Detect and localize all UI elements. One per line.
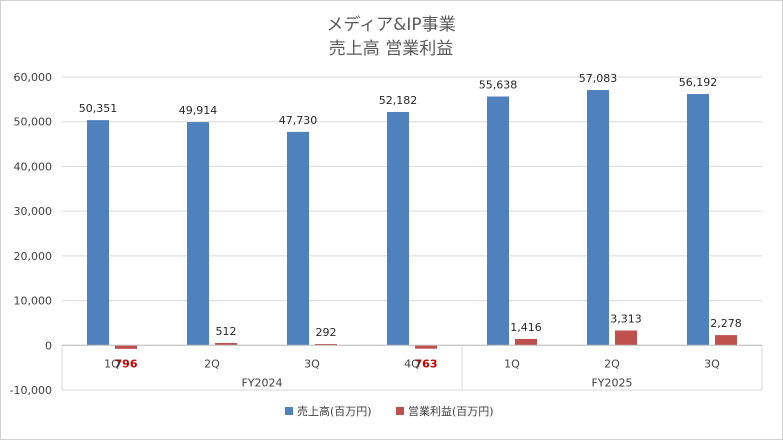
profit-data-label: 796	[115, 357, 138, 370]
group-label: FY2024	[241, 376, 282, 389]
sales-data-label: 57,083	[579, 72, 618, 85]
y-tick-label: -10,000	[10, 384, 52, 397]
profit-bar	[315, 343, 337, 346]
legend-swatch	[396, 407, 404, 415]
x-tick-label: 4Q	[404, 357, 420, 370]
profit-bar	[215, 342, 237, 346]
y-tick-label: 10,000	[14, 295, 53, 308]
sales-bar	[687, 94, 709, 346]
x-tick-label: 1Q	[504, 357, 520, 370]
x-tick-label: 2Q	[204, 357, 220, 370]
x-tick-label: 3Q	[704, 357, 720, 370]
legend-label: 営業利益(百万円)	[408, 404, 494, 418]
profit-data-label: 512	[216, 325, 237, 338]
sales-bar	[87, 120, 109, 346]
y-tick-label: 40,000	[14, 160, 53, 173]
group-label: FY2025	[591, 376, 632, 389]
y-tick-label: 30,000	[14, 205, 53, 218]
x-tick-label: 3Q	[304, 357, 320, 370]
y-tick-label: 0	[45, 339, 52, 352]
profit-data-label: 1,416	[510, 321, 542, 334]
profit-data-label: 3,313	[610, 312, 642, 325]
profit-data-label: 292	[316, 326, 337, 339]
sales-bar	[287, 131, 309, 346]
profit-bar	[415, 345, 437, 349]
sales-data-label: 49,914	[179, 104, 218, 117]
profit-bar	[115, 345, 137, 349]
chart-title-line: 売上高 営業利益	[329, 39, 453, 59]
sales-bar	[187, 122, 209, 346]
x-tick-label: 1Q	[104, 357, 120, 370]
y-tick-label: 50,000	[14, 116, 53, 129]
sales-data-label: 50,351	[79, 102, 118, 115]
profit-bar	[715, 335, 737, 346]
sales-bar	[587, 90, 609, 346]
profit-bar	[615, 330, 637, 346]
legend-label: 売上高(百万円)	[297, 404, 372, 418]
sales-bar	[387, 111, 409, 346]
legend-swatch	[285, 407, 293, 415]
x-tick-label: 2Q	[604, 357, 620, 370]
sales-data-label: 55,638	[479, 79, 518, 92]
profit-bar	[515, 338, 537, 346]
chart-title-line: メディア&IP事業	[326, 14, 455, 35]
profit-data-label: 763	[415, 357, 438, 370]
y-tick-label: 20,000	[14, 250, 53, 263]
sales-data-label: 56,192	[679, 76, 718, 89]
profit-data-label: 2,278	[710, 317, 742, 330]
sales-data-label: 47,730	[279, 114, 318, 127]
y-tick-label: 60,000	[14, 71, 53, 84]
sales-bar	[487, 96, 509, 346]
sales-data-label: 52,182	[379, 94, 418, 107]
